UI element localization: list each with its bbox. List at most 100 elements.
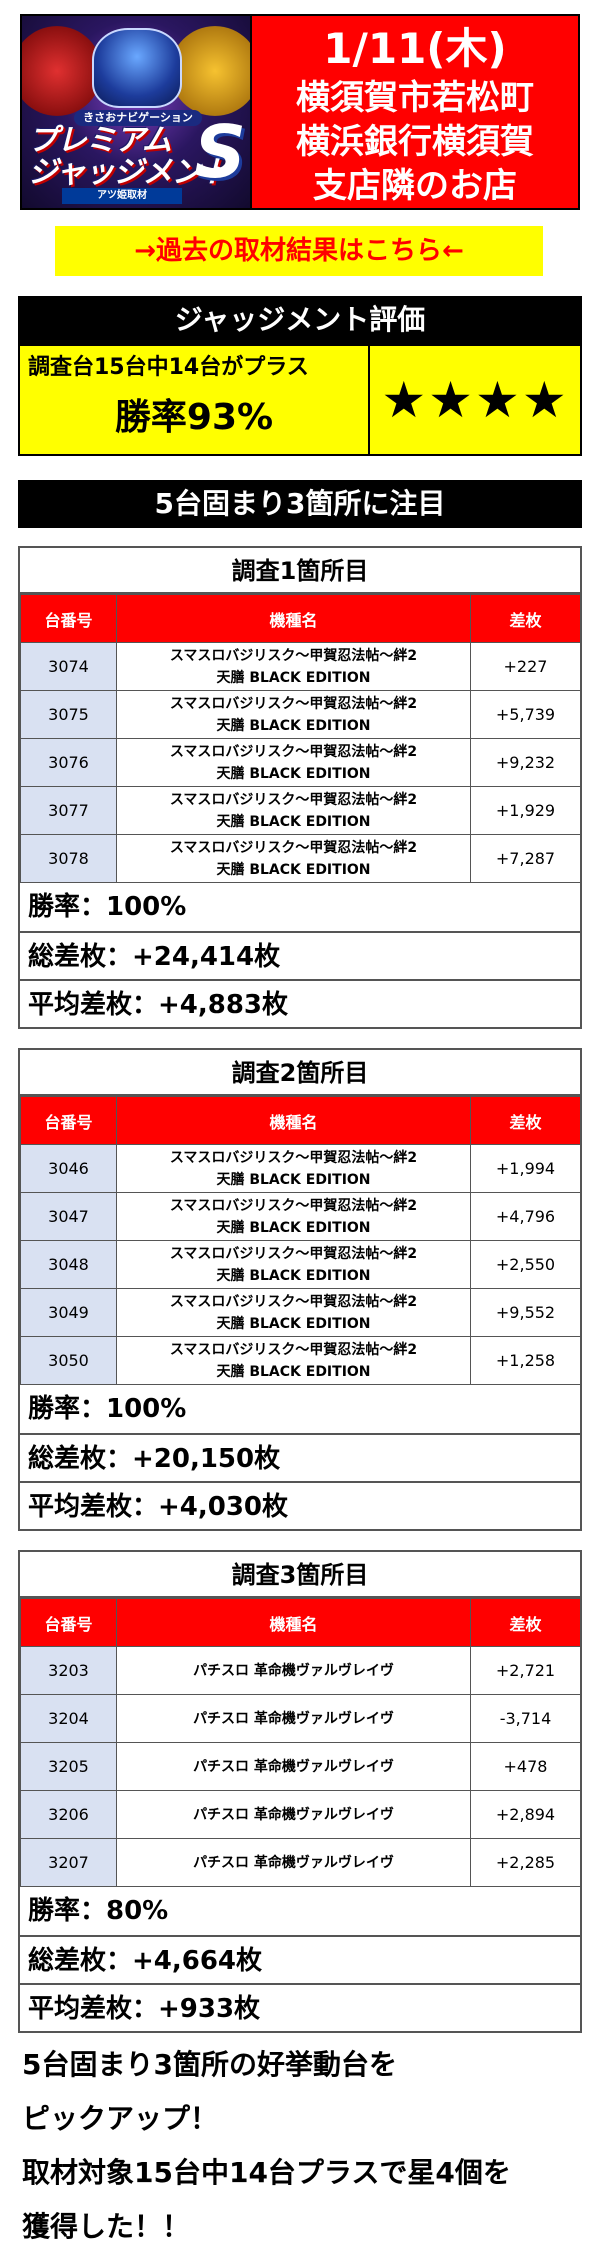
table-row: 3204 パチスロ 革命機ヴァルヴレイヴ -3,714 [20,1694,581,1743]
machine-name-line1: スマスロバジリスク～甲賀忍法帖～絆2 [169,743,418,760]
results-table: 台番号 機種名 差枚 3074 スマスロバジリスク～甲賀忍法帖～絆2 天膳 BLA… [20,594,581,883]
red-dragon-icon [22,26,102,116]
table-row: 3206 パチスロ 革命機ヴァルヴレイヴ +2,894 [20,1790,581,1839]
survey-title: 調査2箇所目 [20,1050,580,1096]
machine-number: 3050 [20,1336,117,1385]
machine-name: スマスロバジリスク～甲賀忍法帖～絆2 天膳 BLACK EDITION [116,690,471,739]
machine-number: 3049 [20,1288,117,1337]
machine-name-line1: スマスロバジリスク～甲賀忍法帖～絆2 [169,1245,418,1262]
machine-name-line1: スマスロバジリスク～甲賀忍法帖～絆2 [169,1341,418,1358]
table-row: 3076 スマスロバジリスク～甲賀忍法帖～絆2 天膳 BLACK EDITION … [20,738,581,787]
machine-name-line2: 天膳 BLACK EDITION [216,861,371,878]
table-row: 3049 スマスロバジリスク～甲賀忍法帖～絆2 天膳 BLACK EDITION … [20,1288,581,1337]
table-row: 3048 スマスロバジリスク～甲賀忍法帖～絆2 天膳 BLACK EDITION … [20,1240,581,1289]
medal-difference: +2,285 [470,1838,581,1887]
judgment-description: 調査台15台中14台がプラス [28,355,309,380]
location-line3: 支店隣のお店 [313,166,517,206]
machine-name-line2: 天膳 BLACK EDITION [216,669,371,686]
medal-difference: +2,721 [470,1646,581,1695]
machine-number: 3078 [20,834,117,883]
logo-title-line2: ジャッジメント [28,155,231,190]
machine-number: 3205 [20,1742,117,1791]
machine-name-line2: 天膳 BLACK EDITION [216,813,371,830]
summary-line4: 獲得した！！ [22,2210,191,2243]
survey-average-diff: 平均差枚：+4,883枚 [20,979,580,1027]
premium-judgment-logo: きさおナビゲーション プレミアム ジャッジメント S アツ姫取材 [22,16,252,208]
machine-number: 3046 [20,1144,117,1193]
summary-line3: 取材対象15台中14台プラスで星4個を [22,2156,511,2189]
machine-name: スマスロバジリスク～甲賀忍法帖～絆2 天膳 BLACK EDITION [116,1288,471,1337]
column-header-machine: 機種名 [116,594,471,643]
section-heading: 5台固まり3箇所に注目 [18,480,582,528]
table-row: 3074 スマスロバジリスク～甲賀忍法帖～絆2 天膳 BLACK EDITION … [20,642,581,691]
survey-block-1: 調査1箇所目 台番号 機種名 差枚 3074 スマスロバジリスク～甲賀忍法帖～絆… [18,546,582,1029]
machine-name-line1: スマスロバジリスク～甲賀忍法帖～絆2 [169,1149,418,1166]
machine-number: 3047 [20,1192,117,1241]
column-header-machine: 機種名 [116,1598,471,1647]
machine-name: スマスロバジリスク～甲賀忍法帖～絆2 天膳 BLACK EDITION [116,1240,471,1289]
medal-difference: +1,258 [470,1336,581,1385]
machine-name-line2: 天膳 BLACK EDITION [216,1267,371,1284]
machine-number: 3203 [20,1646,117,1695]
judgment-win-rate: 勝率93% [114,397,274,438]
table-row: 3203 パチスロ 革命機ヴァルヴレイヴ +2,721 [20,1646,581,1695]
gold-dragon-icon [170,26,250,116]
machine-name-line1: スマスロバジリスク～甲賀忍法帖～絆2 [169,647,418,664]
machine-name: パチスロ 革命機ヴァルヴレイヴ [116,1790,471,1839]
machine-name: スマスロバジリスク～甲賀忍法帖～絆2 天膳 BLACK EDITION [116,1336,471,1385]
survey-win-rate: 勝率：100% [28,1394,187,1424]
table-row: 3050 スマスロバジリスク～甲賀忍法帖～絆2 天膳 BLACK EDITION … [20,1336,581,1385]
machine-number: 3076 [20,738,117,787]
machine-number: 3207 [20,1838,117,1887]
machine-name-line1: スマスロバジリスク～甲賀忍法帖～絆2 [169,1293,418,1310]
survey-win-rate: 勝率：100% [28,892,187,922]
results-table: 台番号 機種名 差枚 3046 スマスロバジリスク～甲賀忍法帖～絆2 天膳 BLA… [20,1096,581,1385]
machine-name: パチスロ 革命機ヴァルヴレイヴ [116,1838,471,1887]
table-header-row: 台番号 機種名 差枚 [20,1096,581,1145]
survey-title: 調査1箇所目 [20,548,580,594]
medal-difference: +1,929 [470,786,581,835]
machine-name-line1: スマスロバジリスク～甲賀忍法帖～絆2 [169,791,418,808]
survey-title: 調査3箇所目 [20,1552,580,1598]
table-row: 3205 パチスロ 革命機ヴァルヴレイヴ +478 [20,1742,581,1791]
machine-number: 3075 [20,690,117,739]
logo-title-line1: プレミアム [28,123,172,158]
judgment-title: ジャッジメント評価 [18,296,582,344]
medal-difference: +9,232 [470,738,581,787]
column-header-machine: 機種名 [116,1096,471,1145]
column-header-num: 台番号 [20,1598,117,1647]
machine-name-line1: スマスロバジリスク～甲賀忍法帖～絆2 [169,839,418,856]
survey-win-rate: 勝率：80% [28,1896,169,1926]
machine-name: スマスロバジリスク～甲賀忍法帖～絆2 天膳 BLACK EDITION [116,1192,471,1241]
machine-name: スマスロバジリスク～甲賀忍法帖～絆2 天膳 BLACK EDITION [116,786,471,835]
summary-text: 5台固まり3箇所の好挙動台を ピックアップ！ 取材対象15台中14台プラスで星4… [22,2038,582,2254]
medal-difference: +478 [470,1742,581,1791]
summary-line2: ピックアップ！ [22,2102,219,2135]
table-row: 3077 スマスロバジリスク～甲賀忍法帖～絆2 天膳 BLACK EDITION … [20,786,581,835]
past-results-link[interactable]: →過去の取材結果はこちら← [55,226,543,276]
machine-name-line2: 天膳 BLACK EDITION [216,1315,371,1332]
machine-number: 3077 [20,786,117,835]
machine-name: スマスロバジリスク～甲賀忍法帖～絆2 天膳 BLACK EDITION [116,642,471,691]
machine-name-line1: スマスロバジリスク～甲賀忍法帖～絆2 [169,695,418,712]
machine-number: 3074 [20,642,117,691]
medal-difference: +2,550 [470,1240,581,1289]
machine-number: 3204 [20,1694,117,1743]
machine-name-line2: 天膳 BLACK EDITION [216,1363,371,1380]
medal-difference: +9,552 [470,1288,581,1337]
column-header-num: 台番号 [20,594,117,643]
blue-dragon-icon [92,28,182,108]
results-table: 台番号 機種名 差枚 3203 パチスロ 革命機ヴァルヴレイヴ +2,721 3… [20,1598,581,1887]
machine-name: パチスロ 革命機ヴァルヴレイヴ [116,1742,471,1791]
table-row: 3047 スマスロバジリスク～甲賀忍法帖～絆2 天膳 BLACK EDITION … [20,1192,581,1241]
medal-difference: -3,714 [470,1694,581,1743]
machine-name-line2: 天膳 BLACK EDITION [216,1219,371,1236]
summary-line1: 5台固まり3箇所の好挙動台を [22,2048,397,2081]
header-banner: きさおナビゲーション プレミアム ジャッジメント S アツ姫取材 1/11(木)… [20,14,580,210]
table-row: 3075 スマスロバジリスク～甲賀忍法帖～絆2 天膳 BLACK EDITION … [20,690,581,739]
machine-number: 3048 [20,1240,117,1289]
machine-name: スマスロバジリスク～甲賀忍法帖～絆2 天膳 BLACK EDITION [116,738,471,787]
survey-block-3: 調査3箇所目 台番号 機種名 差枚 3203 パチスロ 革命機ヴァルヴレイヴ +… [18,1550,582,2033]
column-header-diff: 差枚 [470,594,581,643]
table-row: 3078 スマスロバジリスク～甲賀忍法帖～絆2 天膳 BLACK EDITION … [20,834,581,883]
